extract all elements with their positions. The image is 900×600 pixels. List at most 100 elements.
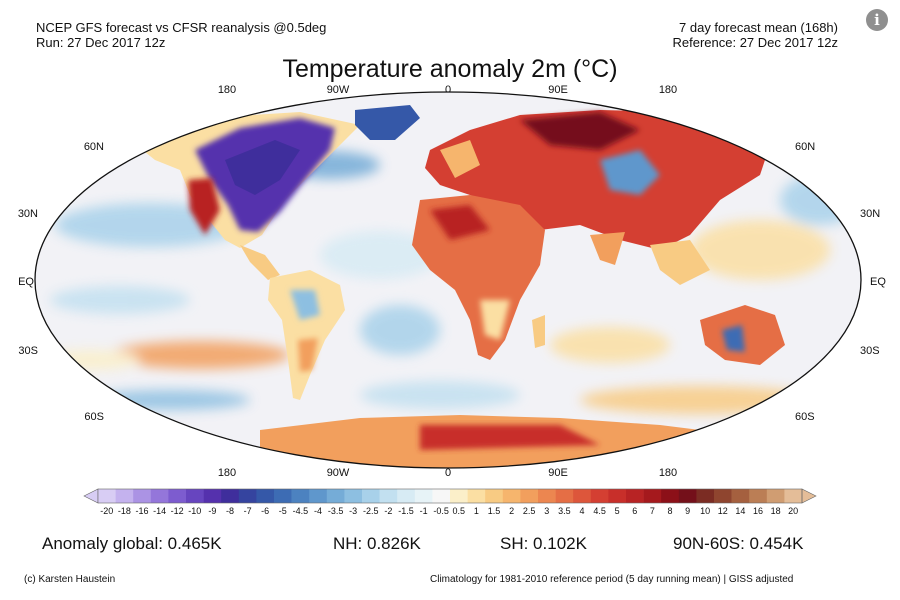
- ocean-patch: [50, 286, 190, 314]
- colorbar-cell: [115, 489, 134, 503]
- colorbar-arrow-max: [801, 488, 817, 504]
- cool-anomaly-south-america: [290, 290, 320, 320]
- colorbar-tick-label: 1: [473, 506, 479, 516]
- colorbar-cell: [186, 489, 204, 503]
- cold-core-north-america: [225, 140, 300, 195]
- colorbar-cell: [467, 489, 486, 503]
- colorbar-cell: [274, 489, 292, 503]
- colorbar-tick-label: -6: [261, 506, 270, 516]
- colorbar-tick-label: -10: [188, 506, 202, 516]
- footer-credit: (c) Karsten Haustein: [24, 574, 116, 585]
- lat-label-left-30s: 30S: [18, 345, 38, 357]
- colorbar-tick-label: 16: [752, 506, 763, 516]
- colorbar-tick-label: -2.5: [363, 506, 379, 516]
- stat-90n-60s: 90N-60S: 0.454K: [673, 534, 804, 553]
- colorbar-cell: [98, 489, 116, 503]
- stat-nh: NH: 0.826K: [333, 534, 421, 553]
- colorbar-cell: [749, 489, 768, 503]
- colorbar-cell: [203, 489, 222, 503]
- ocean-patch: [360, 381, 520, 409]
- lon-label-top-90e: 90E: [548, 84, 568, 96]
- footer-note: Climatology for 1981-2010 reference peri…: [430, 574, 794, 585]
- stat-sh: SH: 0.102K: [500, 534, 587, 553]
- colorbar-tick-label: 0.5: [452, 506, 466, 516]
- colorbar-cell: [326, 489, 345, 503]
- colorbar-arrow-min: [83, 488, 99, 504]
- colorbar-tick-label: -20: [100, 506, 114, 516]
- map-title: Temperature anomaly 2m (°C): [282, 55, 618, 83]
- mild-anomaly-southern-africa: [480, 300, 510, 340]
- colorbar-cells: [83, 488, 817, 504]
- lat-label-right-30n: 30N: [860, 208, 881, 220]
- info-icon[interactable]: i: [866, 9, 888, 31]
- lat-label-left-60n: 60N: [83, 141, 104, 153]
- colorbar-tick-label: 9: [685, 506, 691, 516]
- colorbar-cell: [590, 489, 609, 503]
- colorbar-tick-label: 1.5: [487, 506, 501, 516]
- colorbar-tick-label: 3: [544, 506, 550, 516]
- lat-label-left-60s: 60S: [84, 411, 104, 423]
- colorbar-tick-label: -4: [313, 506, 322, 516]
- colorbar-cell: [485, 489, 504, 503]
- lon-label-bottom-180e: 180: [658, 467, 678, 479]
- colorbar-tick-label: -2: [384, 506, 393, 516]
- warm-anomaly-europe: [440, 140, 480, 178]
- colorbar-tick-label: -7: [243, 506, 252, 516]
- colorbar-tick-label: 6: [632, 506, 638, 516]
- lat-label-right-30s: 30S: [860, 345, 880, 357]
- colorbar-tick-label: 8: [667, 506, 673, 516]
- colorbar-tick-label: -12: [170, 506, 184, 516]
- lat-label-left-eq: EQ: [18, 276, 34, 288]
- colorbar-tick-label: -3: [349, 506, 358, 516]
- colorbar-cell: [414, 489, 433, 503]
- colorbar-tick-label: 4: [579, 506, 585, 516]
- reference-date: Reference: 27 Dec 2017 12z: [672, 35, 839, 50]
- colorbar-cell: [696, 489, 715, 503]
- landmass-india: [590, 232, 625, 265]
- lon-label-bottom-90e: 90E: [548, 467, 568, 479]
- ocean-patch: [320, 231, 440, 279]
- colorbar-tick-labels: -20 -18 -16 -14 -12 -10 -9 -8 -7 -6 -5 -4.5 -4 -3.5 -3…: [0, 506, 900, 520]
- colorbar-cell: [291, 489, 310, 503]
- landmass-madagascar: [532, 315, 545, 348]
- colorbar-cell: [502, 489, 521, 503]
- colorbar-cell: [397, 489, 416, 503]
- warm-anomaly-us-west: [188, 178, 220, 235]
- colorbar-tick-label: -14: [153, 506, 167, 516]
- colorbar-cell: [661, 489, 680, 503]
- lon-label-bottom-0: 0: [444, 467, 452, 479]
- colorbar-cell: [133, 489, 152, 503]
- colorbar-tick-label: 3.5: [558, 506, 571, 516]
- landmass-south-america: [268, 270, 345, 400]
- colorbar-cell: [714, 489, 732, 503]
- colorbar-tick-label: 20: [788, 506, 799, 516]
- colorbar-tick-label: -18: [117, 506, 131, 516]
- colorbar-tick-label: -8: [225, 506, 234, 516]
- map-outline: [34, 91, 862, 469]
- colorbar-cell: [766, 489, 785, 503]
- colorbar-cell: [238, 489, 257, 503]
- lon-label-top-0: 0: [444, 84, 452, 96]
- lon-label-bottom-90w: 90W: [326, 467, 350, 479]
- colorbar-cell: [678, 489, 697, 503]
- colorbar-cell: [362, 489, 380, 503]
- run-date: Run: 27 Dec 2017 12z: [36, 35, 166, 50]
- colorbar-tick-label: -1.5: [398, 506, 414, 516]
- colorbar-cell: [379, 489, 398, 503]
- colorbar-tick-label: 18: [770, 506, 781, 516]
- colorbar-cell: [555, 489, 574, 503]
- colorbar-tick-label: 7: [649, 506, 655, 516]
- colorbar-cell: [344, 489, 363, 503]
- cool-anomaly-australia: [722, 325, 745, 352]
- lon-label-top-180e: 180: [658, 84, 678, 96]
- colorbar-tick-label: -1: [419, 506, 428, 516]
- stat-anomaly-global: Anomaly global: 0.465K: [42, 534, 222, 553]
- warm-core-sahara: [430, 205, 490, 240]
- colorbar-tick-label: 14: [735, 506, 746, 516]
- landmass-greenland: [355, 105, 420, 140]
- model-description: NCEP GFS forecast vs CFSR reanalysis @0.…: [36, 20, 327, 35]
- warm-anomaly-antarctica: [420, 425, 600, 450]
- colorbar-frame: [97, 488, 803, 504]
- colorbar-cell: [643, 489, 662, 503]
